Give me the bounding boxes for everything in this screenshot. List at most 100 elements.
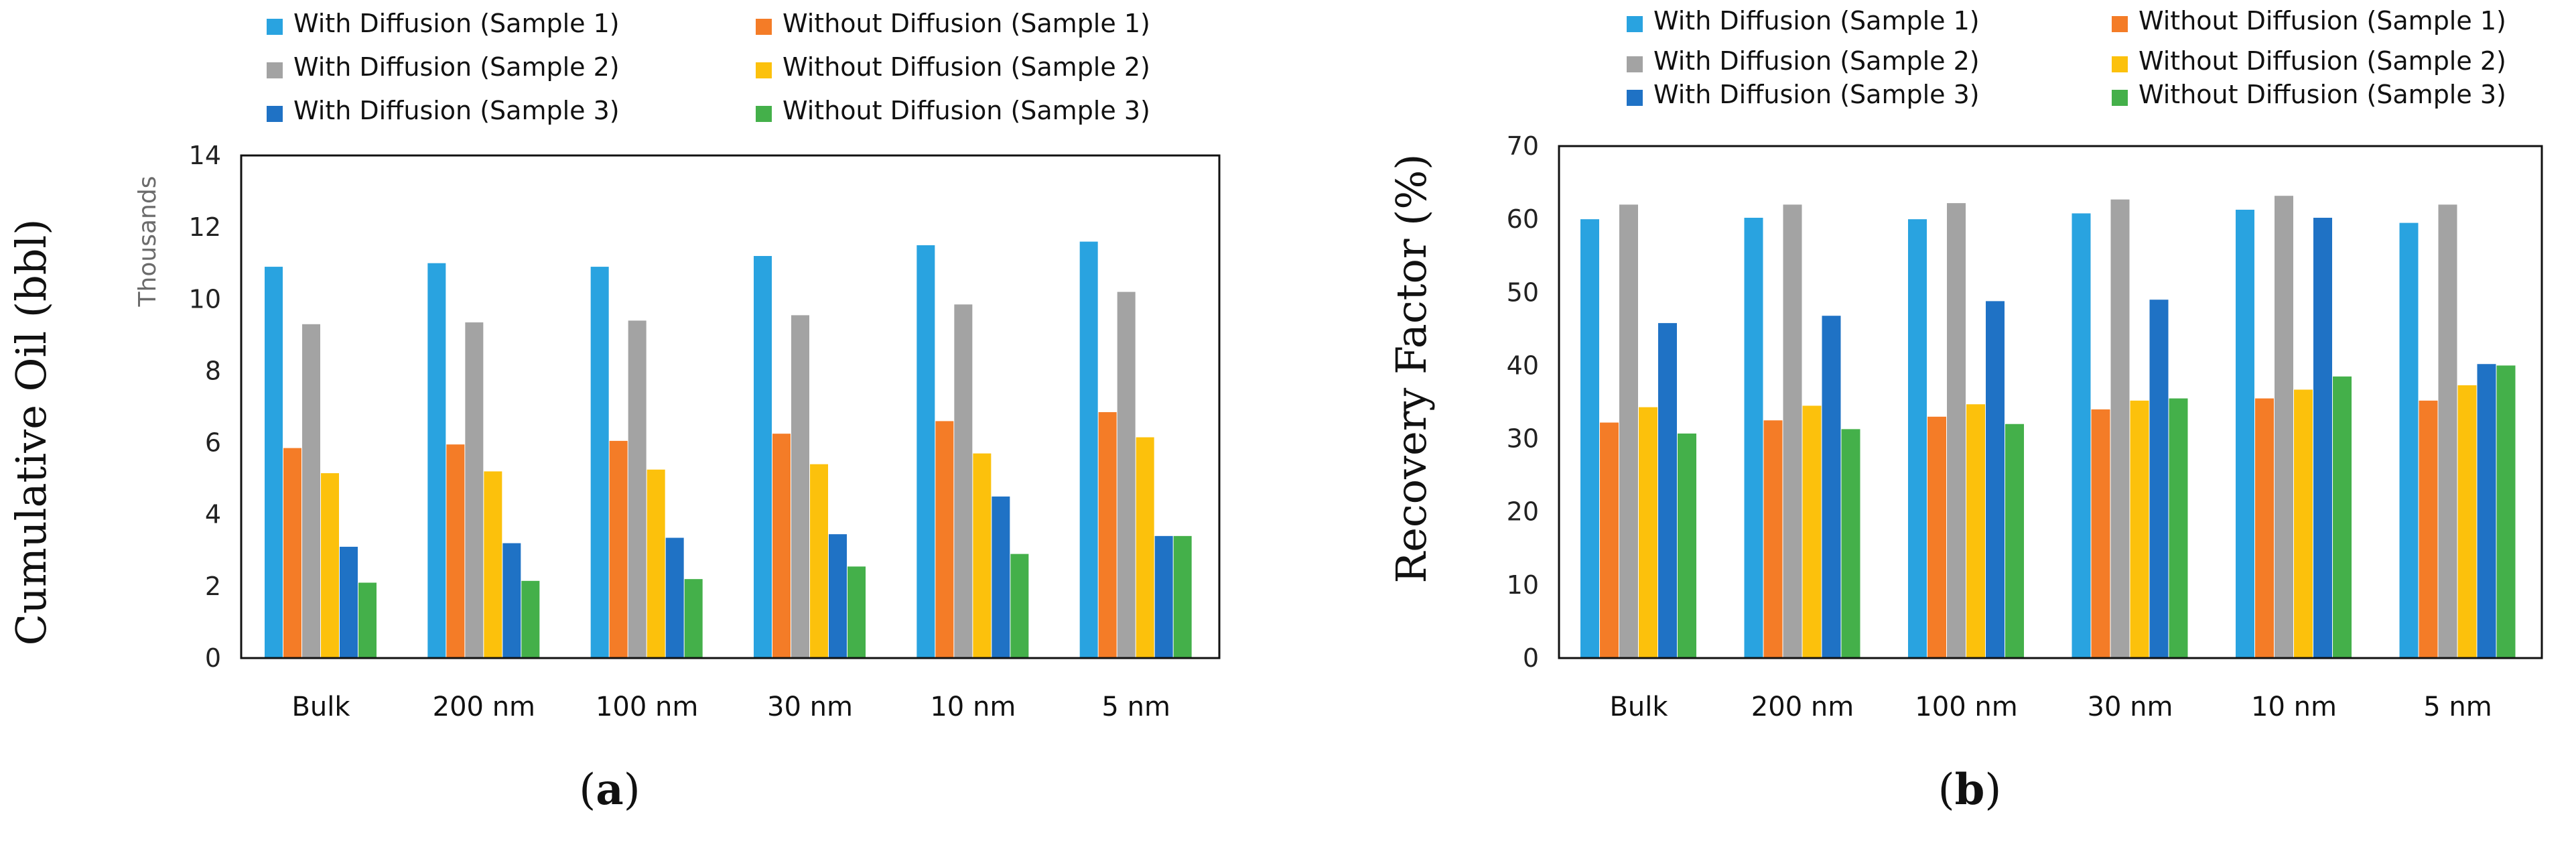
bar (283, 448, 301, 658)
legend-label: With Diffusion (Sample 2) (293, 52, 620, 82)
legend-label: With Diffusion (Sample 2) (1653, 46, 1980, 76)
y-tick-label: 6 (205, 428, 221, 458)
legend-label: Without Diffusion (Sample 3) (2139, 80, 2506, 109)
legend-swatch (2112, 56, 2128, 72)
legend-label: Without Diffusion (Sample 3) (783, 96, 1150, 125)
bar (2169, 398, 2188, 658)
bar (665, 537, 684, 658)
bar (1927, 416, 1946, 658)
bar (1600, 422, 1619, 658)
bar (829, 534, 847, 658)
x-tick-label: 100 nm (1915, 692, 2017, 722)
chart-cumulative-oil: With Diffusion (Sample 1) Without Diffusi… (7, 9, 1221, 815)
bar (1117, 292, 1136, 659)
bar (340, 546, 358, 658)
bar (590, 267, 609, 659)
bar (358, 582, 377, 658)
bar (446, 444, 465, 658)
y-axis-label-a: Cumulative Oil (bbl) (7, 219, 56, 646)
bar (2149, 300, 2169, 658)
legend-swatch (1627, 56, 1643, 72)
bar (484, 471, 502, 658)
plot-frame-b (1558, 145, 2543, 659)
bar (1947, 203, 1966, 658)
x-tick-label: 10 nm (930, 692, 1016, 722)
x-tick-label: 30 nm (767, 692, 853, 722)
x-tick-label: 5 nm (2423, 692, 2492, 722)
y-tick-label: 0 (205, 643, 221, 673)
bar (2399, 222, 2419, 659)
legend-label: With Diffusion (Sample 3) (1653, 80, 1980, 109)
bar (427, 263, 446, 658)
bar (2438, 204, 2457, 658)
bar (1658, 323, 1677, 658)
bar (1763, 420, 1783, 658)
bar (1802, 405, 1822, 658)
legend-swatch (1627, 16, 1643, 32)
y-ticks-a: 0 2 4 6 8 10 12 14 (189, 141, 221, 673)
bar (2255, 398, 2274, 658)
bar (1783, 204, 1802, 658)
bar (1154, 535, 1173, 658)
bar (1841, 429, 1860, 658)
legend-swatch (267, 106, 283, 122)
y-tick-label: 10 (1507, 570, 1539, 600)
x-tick-label: 200 nm (1751, 692, 1854, 722)
bar (1639, 407, 1657, 658)
y-tick-label: 20 (1507, 497, 1539, 527)
bar (1678, 433, 1696, 658)
bar (2477, 364, 2496, 658)
bar (2091, 409, 2110, 658)
legend-b: With Diffusion (Sample 1) Without Diffusi… (1627, 6, 2506, 109)
x-labels-a: Bulk 200 nm 100 nm 30 nm 10 nm 5 nm (291, 692, 1170, 722)
bar (1619, 204, 1638, 658)
bar (265, 267, 283, 659)
chart-recovery-factor: With Diffusion (Sample 1) Without Diffusi… (1387, 6, 2543, 815)
bar (1580, 219, 1599, 659)
x-tick-label: 10 nm (2251, 692, 2337, 722)
bar (2313, 217, 2332, 659)
bar (609, 440, 628, 658)
bar (1079, 241, 1098, 659)
legend-swatch (756, 62, 772, 78)
legend-swatch (267, 62, 283, 78)
bar (2419, 400, 2438, 658)
legend-swatch (756, 106, 772, 122)
legend-swatch (2112, 16, 2128, 32)
y-tick-label: 50 (1507, 277, 1539, 307)
y-tick-label: 14 (189, 141, 221, 170)
bar (2072, 213, 2091, 658)
y-tick-label: 40 (1507, 350, 1539, 380)
y-tick-label: 70 (1507, 131, 1539, 161)
legend-swatch (1627, 90, 1643, 106)
legend-label: Without Diffusion (Sample 1) (2139, 6, 2506, 36)
bar (321, 473, 339, 658)
bar (791, 315, 809, 658)
bars-b (1580, 196, 2516, 659)
y-tick-label: 0 (1523, 643, 1539, 673)
bar (1744, 217, 1763, 659)
bar (754, 256, 772, 658)
bar (302, 324, 320, 658)
legend-a: With Diffusion (Sample 1) Without Diffusi… (267, 9, 1150, 125)
bar (2275, 196, 2293, 658)
bar (2236, 209, 2254, 658)
bar (465, 322, 484, 658)
bar (1010, 554, 1029, 658)
bar (1136, 437, 1154, 658)
bars-a (265, 241, 1192, 659)
bar (772, 434, 791, 658)
legend-swatch (756, 19, 772, 35)
y-tick-label: 30 (1507, 424, 1539, 454)
bar (2496, 365, 2516, 658)
bar (2110, 199, 2130, 658)
bar (2005, 424, 2024, 658)
x-labels-b: Bulk 200 nm 100 nm 30 nm 10 nm 5 nm (1609, 692, 2492, 722)
bar (628, 320, 647, 658)
y-tick-label: 8 (205, 356, 221, 385)
bar (521, 580, 540, 658)
y-ticks-b: 0 10 20 30 40 50 60 70 (1507, 131, 1539, 673)
legend-label: Without Diffusion (Sample 1) (783, 9, 1150, 38)
bar (2294, 389, 2313, 658)
x-tick-label: 200 nm (433, 692, 535, 722)
